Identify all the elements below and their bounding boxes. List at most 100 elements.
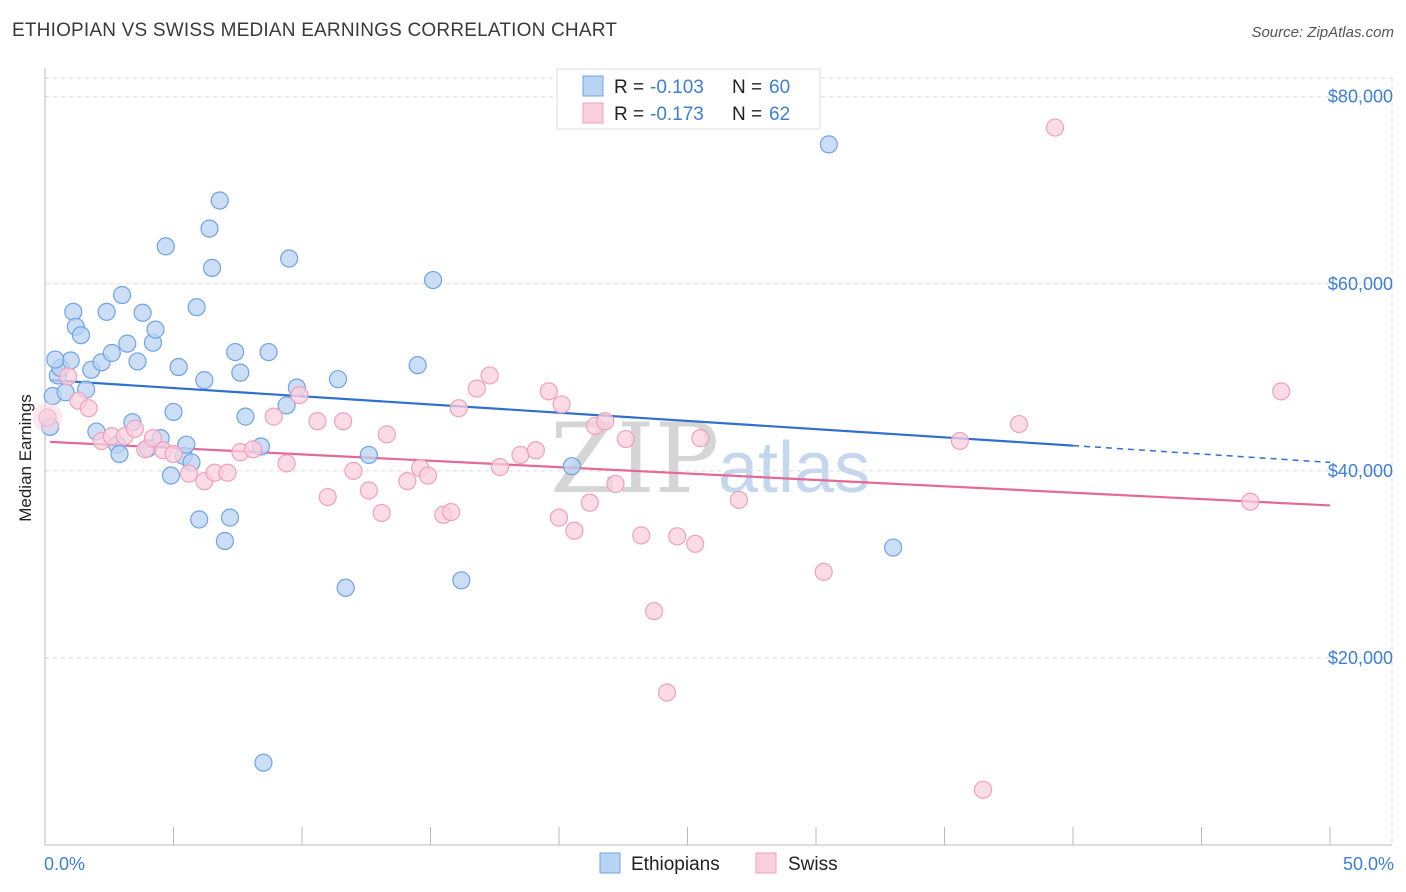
point-swiss-large — [32, 402, 63, 433]
legend-r-value-swiss: -0.173 — [650, 104, 704, 125]
point-swiss — [657, 683, 677, 702]
point-swiss — [490, 458, 509, 477]
point-swiss — [950, 431, 970, 451]
point-ethiopians — [177, 435, 196, 454]
point-swiss — [565, 521, 584, 540]
point-swiss — [1009, 414, 1029, 434]
point-swiss — [691, 429, 710, 448]
point-ethiopians — [71, 326, 91, 345]
y-tick-label: $60,000 — [1328, 274, 1393, 294]
point-swiss — [125, 419, 145, 438]
point-ethiopians — [118, 334, 137, 353]
x-tick-label-max: 50.0% — [1343, 854, 1394, 874]
point-ethiopians — [328, 370, 348, 389]
y-axis-label: Median Earnings — [16, 394, 35, 522]
legend-n-value-swiss: 62 — [769, 104, 790, 125]
point-swiss — [244, 440, 263, 459]
point-swiss — [539, 382, 558, 401]
point-swiss — [318, 487, 337, 507]
point-ethiopians — [164, 402, 183, 422]
point-ethiopians — [202, 258, 222, 277]
point-ethiopians — [112, 285, 132, 305]
y-tick-label: $20,000 — [1328, 648, 1393, 668]
point-ethiopians — [562, 457, 581, 476]
point-ethiopians — [359, 445, 378, 465]
legend-n-label-swiss: N = — [732, 104, 762, 125]
point-swiss — [38, 408, 57, 427]
point-ethiopians — [102, 343, 121, 363]
legend-r-label-ethiopians: R = — [614, 77, 644, 98]
point-swiss — [729, 490, 749, 509]
point-swiss — [552, 395, 571, 414]
point-swiss — [606, 474, 625, 494]
point-swiss — [164, 444, 183, 464]
point-swiss — [59, 367, 78, 386]
point-swiss — [596, 412, 615, 431]
data-points — [32, 118, 1291, 799]
point-swiss — [143, 429, 163, 448]
point-ethiopians — [336, 578, 355, 597]
point-ethiopians — [156, 237, 175, 256]
legend-r-value-ethiopians: -0.103 — [650, 77, 704, 98]
point-ethiopians — [46, 350, 65, 369]
point-swiss — [441, 502, 461, 522]
point-swiss — [616, 429, 635, 449]
point-swiss — [334, 412, 353, 431]
point-swiss — [511, 445, 530, 465]
series-legend-swatch-swiss — [755, 852, 777, 874]
series-legend-swatch-ethiopians — [599, 852, 621, 874]
point-swiss — [814, 562, 833, 581]
point-ethiopians — [190, 510, 209, 529]
point-swiss — [398, 472, 417, 491]
point-swiss — [418, 466, 438, 485]
point-ethiopians — [128, 352, 147, 371]
point-ethiopians — [452, 571, 471, 590]
chart-source: Source: ZipAtlas.com — [1251, 24, 1394, 41]
point-swiss — [449, 399, 468, 418]
axes — [44, 68, 1392, 846]
point-swiss — [644, 602, 664, 621]
point-swiss — [973, 780, 993, 799]
point-ethiopians — [280, 249, 299, 268]
point-ethiopians — [236, 407, 255, 426]
point-swiss — [290, 385, 309, 405]
point-ethiopians — [133, 303, 152, 322]
point-swiss — [359, 481, 378, 500]
point-ethiopians — [146, 320, 165, 339]
point-ethiopians — [61, 351, 80, 370]
point-swiss — [668, 527, 687, 546]
point-swiss — [480, 366, 499, 385]
point-ethiopians — [254, 753, 273, 772]
point-ethiopians — [226, 342, 245, 362]
series-legend: Ethiopians Swiss — [599, 852, 838, 875]
point-swiss — [1241, 492, 1260, 511]
y-tick-label: $80,000 — [1328, 87, 1393, 107]
point-swiss — [308, 412, 327, 431]
chart-title: ETHIOPIAN VS SWISS MEDIAN EARNINGS CORRE… — [12, 20, 618, 41]
point-swiss — [1272, 382, 1291, 401]
legend-r-label-swiss: R = — [614, 104, 644, 125]
point-ethiopians — [169, 357, 188, 377]
y-tick-label: $40,000 — [1328, 461, 1393, 481]
trend-line-ethiopians-extension — [1072, 444, 1331, 464]
point-ethiopians — [408, 356, 427, 375]
series-legend-label-ethiopians: Ethiopians — [631, 854, 720, 875]
point-swiss — [372, 503, 391, 523]
point-swiss — [344, 461, 363, 480]
legend-swatch-swiss — [582, 102, 604, 124]
point-swiss — [632, 526, 651, 545]
point-ethiopians — [187, 298, 206, 317]
point-ethiopians — [200, 219, 219, 238]
point-swiss — [179, 464, 199, 483]
point-swiss — [580, 493, 599, 512]
point-ethiopians — [64, 302, 83, 321]
point-ethiopians — [97, 302, 116, 321]
correlation-legend: R = -0.103 N = 60 R = -0.173 N = 62 — [556, 68, 821, 130]
point-swiss — [377, 425, 396, 444]
legend-n-value-ethiopians: 60 — [769, 77, 790, 98]
point-ethiopians — [215, 531, 234, 551]
legend-n-label-ethiopians: N = — [732, 77, 762, 98]
point-swiss — [526, 441, 545, 460]
point-ethiopians — [277, 396, 296, 415]
